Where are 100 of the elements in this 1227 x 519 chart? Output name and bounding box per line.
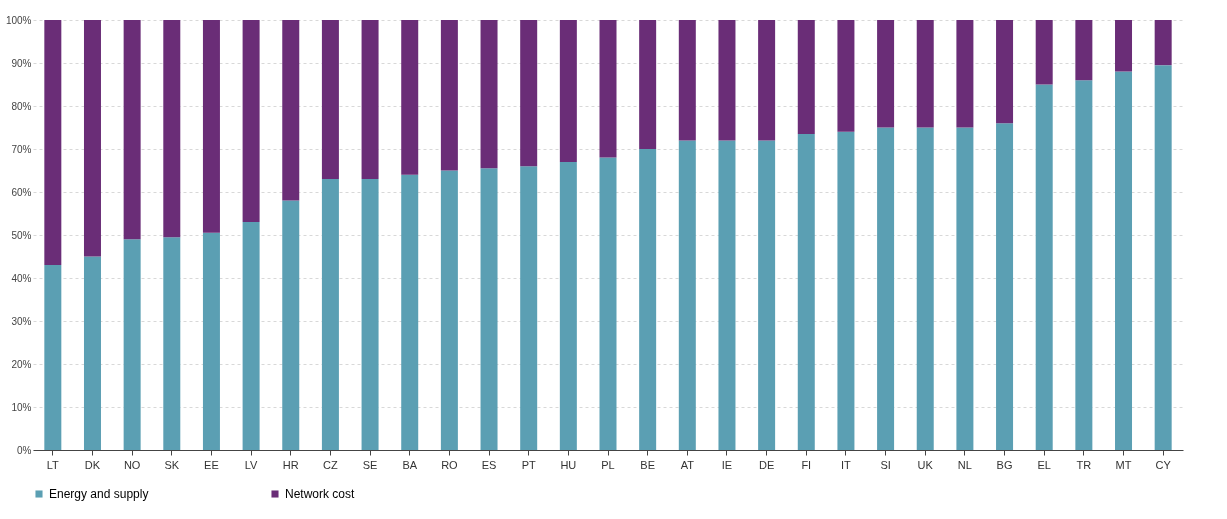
bar: [559, 161, 577, 450]
bar: [718, 140, 736, 450]
y-tick-label: 90%: [11, 57, 32, 69]
bar: [1035, 20, 1053, 85]
x-tick-label: LV: [244, 458, 259, 471]
bar: [401, 20, 419, 175]
bar: [797, 20, 815, 134]
bar: [83, 20, 101, 257]
x-tick-label: AT: [680, 458, 695, 471]
x-tick-label: IT: [841, 458, 852, 471]
y-tick-label: 40%: [11, 272, 32, 284]
bar: [1035, 84, 1053, 450]
x-tick-label: FI: [801, 458, 812, 471]
y-tick-label: 0%: [17, 444, 32, 456]
y-tick-label: 20%: [11, 358, 32, 370]
y-tick-label: 60%: [11, 186, 32, 198]
bar: [1154, 20, 1172, 66]
bar: [956, 127, 974, 450]
bar: [44, 20, 62, 266]
bar: [480, 168, 498, 450]
bar: [401, 174, 419, 450]
x-tick-label: MT: [1115, 458, 1132, 471]
x-tick-label: CY: [1155, 458, 1172, 471]
bar: [877, 20, 895, 128]
x-tick-label: EE: [204, 458, 219, 471]
bar: [639, 20, 657, 149]
bar: [44, 265, 62, 450]
y-tick-label: 50%: [11, 229, 32, 241]
bar: [599, 20, 617, 158]
x-tick-label: SE: [362, 458, 378, 471]
bar: [718, 20, 736, 141]
bar: [361, 179, 379, 450]
bar: [837, 131, 855, 450]
bar: [996, 123, 1014, 450]
bar: [1154, 65, 1172, 450]
bar: [520, 20, 538, 167]
bar: [123, 20, 141, 240]
bar: [163, 237, 181, 450]
bar: [361, 20, 379, 180]
x-tick-label: BG: [996, 458, 1013, 471]
bar: [83, 256, 101, 450]
bar: [678, 140, 696, 450]
x-tick-label: PL: [601, 458, 615, 471]
bar: [916, 20, 934, 128]
y-tick-label: 70%: [11, 143, 32, 155]
bar: [242, 20, 260, 223]
x-tick-label: BE: [640, 458, 655, 471]
bar: [1115, 71, 1133, 450]
bar: [520, 166, 538, 450]
bar: [440, 20, 458, 171]
x-tick-label: HR: [282, 458, 299, 471]
x-tick-label: TR: [1076, 458, 1092, 471]
y-tick-label: 100%: [5, 14, 32, 26]
x-tick-label: ES: [481, 458, 497, 471]
bar: [758, 140, 776, 450]
x-tick-label: NO: [123, 458, 141, 471]
x-tick-label: BA: [402, 458, 418, 471]
bar: [202, 232, 220, 450]
y-tick-label: 30%: [11, 315, 32, 327]
x-tick-label: RO: [441, 458, 459, 471]
x-tick-label: PT: [521, 458, 536, 471]
x-tick-label: SI: [880, 458, 891, 471]
y-tick-label: 10%: [11, 401, 32, 413]
x-tick-label: UK: [917, 458, 934, 471]
bar: [837, 20, 855, 132]
bar: [599, 157, 617, 450]
x-tick-label: DK: [84, 458, 101, 471]
bar: [758, 20, 776, 141]
bar: [242, 222, 260, 450]
bar: [877, 127, 895, 450]
x-tick-label: EL: [1037, 458, 1051, 471]
x-tick-label: CZ: [323, 458, 339, 471]
bar: [1075, 20, 1093, 81]
bar: [282, 200, 300, 450]
x-tick-label: IE: [721, 458, 733, 471]
bar: [797, 133, 815, 450]
bar: [123, 239, 141, 450]
bar: [678, 20, 696, 141]
bar: [996, 20, 1014, 124]
bar: [639, 149, 657, 450]
bar: [440, 170, 458, 450]
bar: [480, 20, 498, 169]
bar: [282, 20, 300, 201]
bar: [956, 20, 974, 128]
legend-label: Network cost: [285, 487, 356, 501]
legend-label: Energy and supply: [49, 487, 149, 501]
x-tick-label: LT: [46, 458, 60, 471]
x-tick-label: NL: [957, 458, 972, 471]
bar: [1075, 80, 1093, 450]
bar: [559, 20, 577, 162]
x-tick-label: DE: [758, 458, 775, 471]
bar: [1115, 20, 1133, 72]
bar: [202, 20, 220, 233]
y-tick-label: 80%: [11, 100, 32, 112]
x-tick-label: HU: [560, 458, 577, 471]
bar: [916, 127, 934, 450]
x-tick-label: SK: [164, 458, 180, 471]
bar: [321, 179, 339, 450]
bar: [163, 20, 181, 238]
bar: [321, 20, 339, 180]
